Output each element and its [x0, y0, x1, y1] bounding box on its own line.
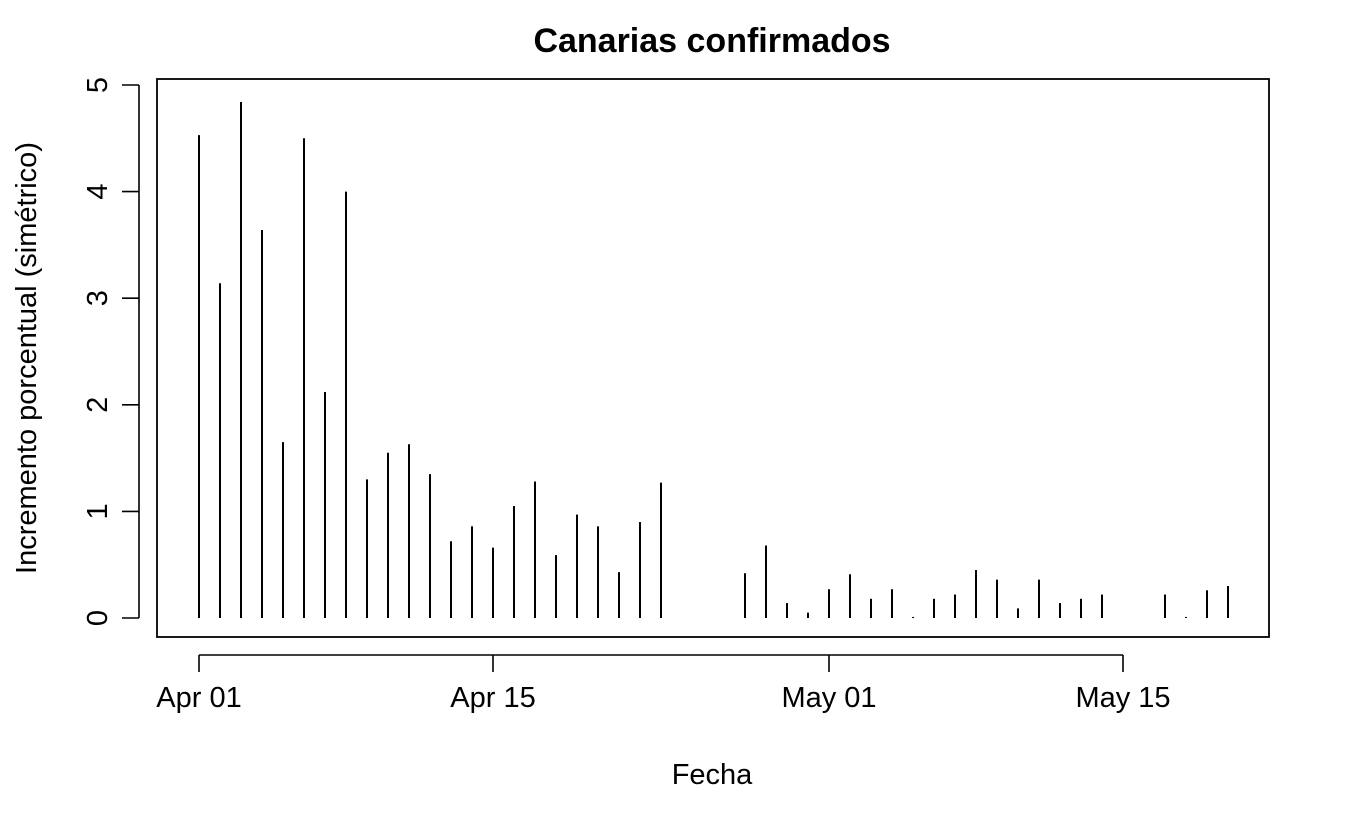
x-tick-label: Apr 15: [450, 682, 535, 714]
y-tick-label: 2: [82, 397, 114, 413]
data-spikes: [198, 102, 1229, 618]
y-axis-title: Incremento porcentual (simétrico): [11, 142, 43, 574]
plot-frame: [156, 78, 1270, 638]
x-axis: Apr 01 Apr 15 May 01 May 15: [156, 654, 1171, 714]
x-tick-label: May 01: [781, 682, 876, 714]
y-tick-label: 1: [82, 503, 114, 519]
chart-title: Canarias confirmados: [533, 22, 890, 60]
y-tick-label: 3: [82, 290, 114, 306]
x-tick-label: May 15: [1075, 682, 1170, 714]
x-tick-label: Apr 01: [156, 682, 241, 714]
y-tick-label: 5: [82, 77, 114, 93]
y-axis: 0 1 2 3 4 5: [82, 77, 140, 626]
x-axis-title: Fecha: [672, 759, 753, 791]
y-tick-label: 4: [82, 184, 114, 200]
y-tick-label: 0: [82, 610, 114, 626]
